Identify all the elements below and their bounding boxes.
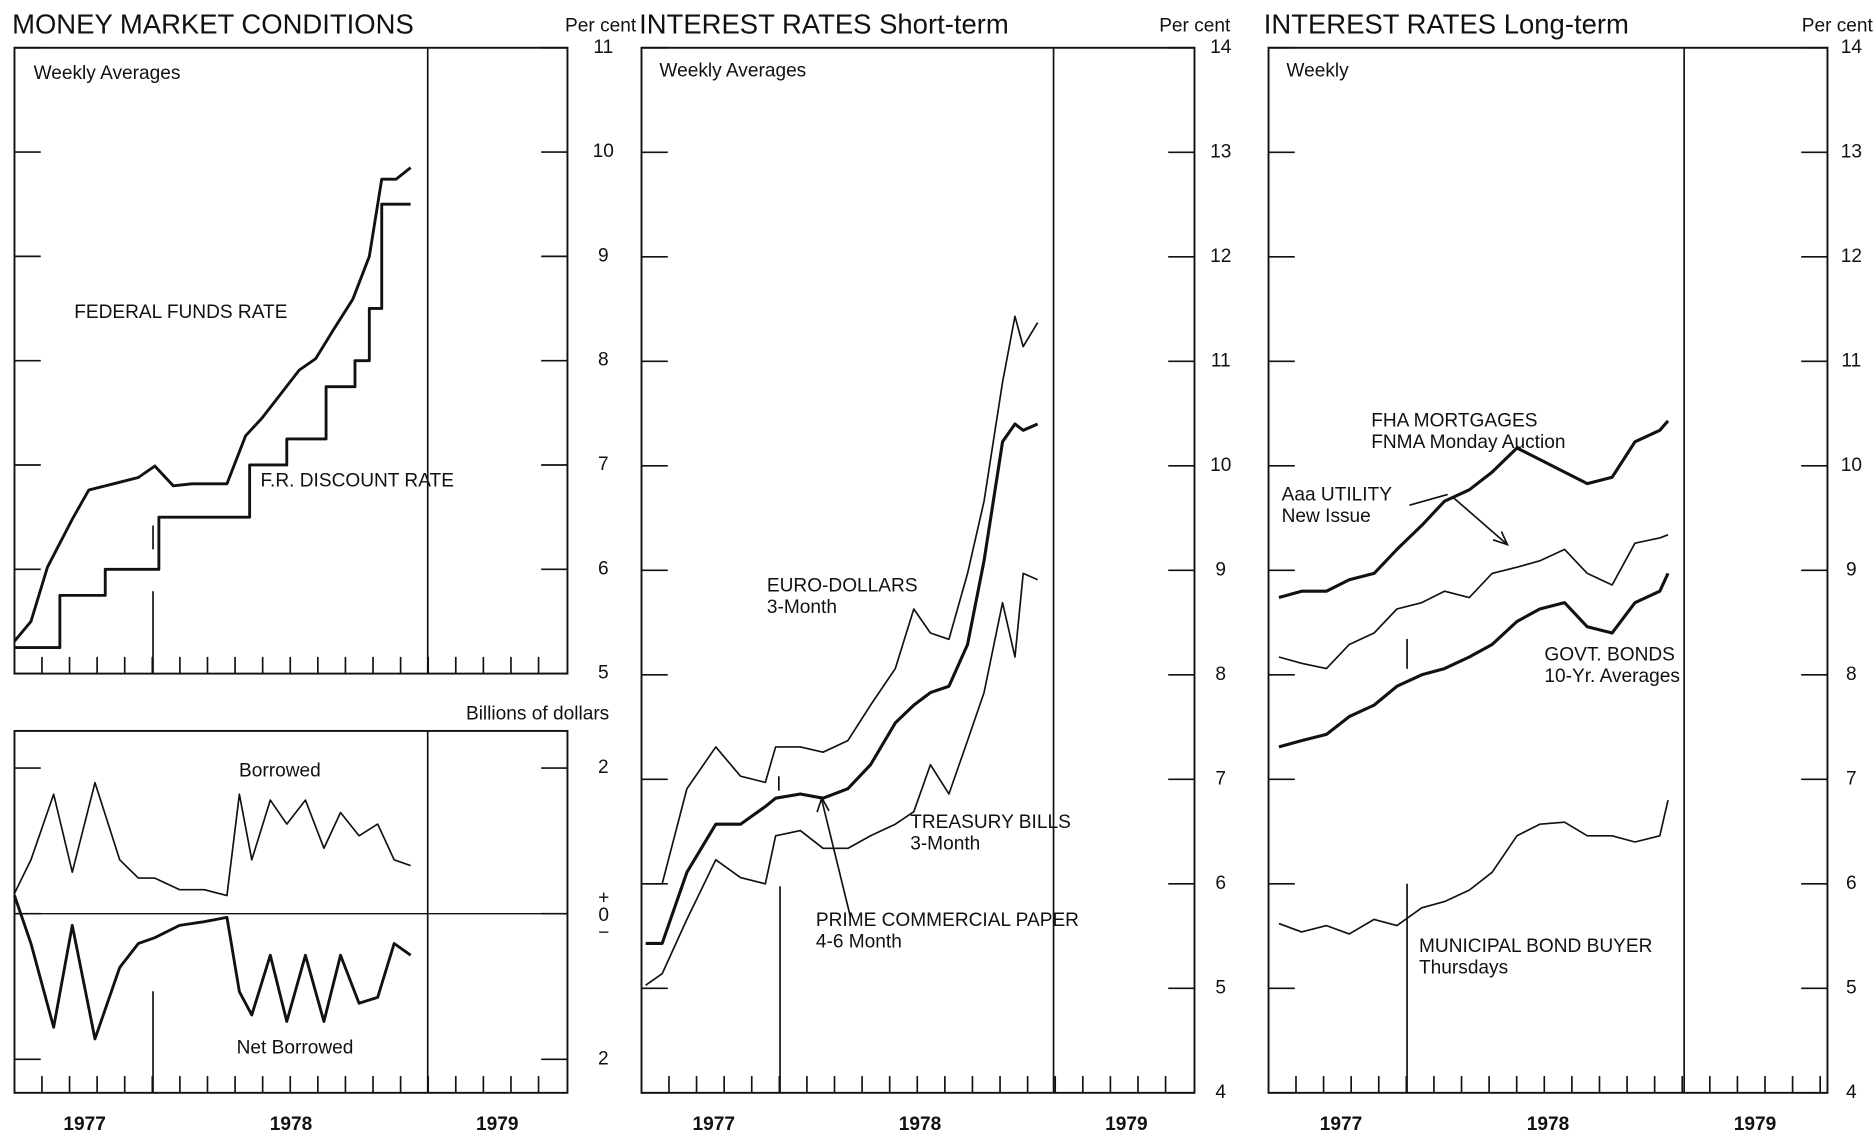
arrow-head [1492, 531, 1509, 547]
series-label: F.R. DISCOUNT RATE [261, 470, 454, 491]
y-tick-label: 7 [598, 454, 609, 475]
y-axis-label: Per cent [565, 15, 637, 36]
dividers [152, 47, 1685, 1093]
series-label: FEDERAL FUNDS RATE [74, 302, 287, 323]
x-tick-label: 1977 [63, 1114, 105, 1135]
y-tick-label: 10 [593, 141, 614, 162]
series-line [13, 895, 412, 1041]
series-sublabel: FNMA Monday Auction [1371, 432, 1565, 453]
series-label: Net Borrowed [237, 1038, 354, 1059]
y-tick-label: 7 [1215, 768, 1226, 789]
y-tick-label: 11 [1841, 350, 1861, 371]
panel-subtitle: Weekly Averages [659, 61, 806, 82]
series-sublabel: 3-Month [767, 597, 837, 618]
y-tick-label: 9 [1215, 559, 1226, 580]
plot-frame [640, 46, 1196, 1094]
y-tick-label: 11 [593, 37, 613, 58]
y-tick-label: 4 [1215, 1082, 1226, 1103]
series-sublabel: Thursdays [1419, 958, 1508, 979]
series-line [1278, 419, 1670, 600]
series-line [1278, 800, 1669, 935]
x-tick-label: 1978 [1527, 1114, 1570, 1135]
y-tick-label: 9 [1846, 559, 1857, 580]
y-tick-label: 5 [598, 663, 609, 684]
y-tick-label: 8 [1846, 664, 1857, 685]
series-label: Aaa UTILITY [1282, 485, 1393, 506]
series-sublabel: 10-Yr. Averages [1544, 666, 1680, 687]
x-tick-label: 1979 [1734, 1114, 1776, 1135]
x-tick-label: 1979 [476, 1114, 518, 1135]
y-tick-label: 10 [1210, 455, 1231, 476]
arrow [1409, 493, 1448, 507]
series-label: PRIME COMMERCIAL PAPER [816, 910, 1079, 931]
series-label: GOVT. BONDS [1544, 645, 1675, 666]
series-sublabel: 4-6 Month [816, 931, 902, 952]
series-label: TREASURY BILLS [910, 812, 1071, 833]
x-tick-label: 1977 [692, 1114, 734, 1135]
y-tick-label: 6 [1846, 873, 1857, 894]
y-tick-label: 4 [1846, 1082, 1857, 1103]
y-tick-label: 13 [1841, 141, 1862, 162]
x-tick-label: 1978 [899, 1114, 942, 1135]
x-tick-label: 1979 [1105, 1114, 1147, 1135]
y-tick-label: 8 [598, 350, 609, 371]
series-label: Borrowed [239, 761, 321, 782]
x-tick-label: 1977 [1320, 1114, 1362, 1135]
series-label: EURO-DOLLARS [767, 575, 918, 596]
series-line [13, 781, 411, 897]
panel-subtitle: Weekly [1286, 61, 1349, 82]
series-line [645, 315, 1039, 885]
y-tick-label: 10 [1841, 455, 1862, 476]
series-line [1278, 572, 1670, 749]
y-tick-label: 8 [1215, 664, 1226, 685]
y-tick-label: +0− [593, 888, 614, 940]
panel-title: MONEY MARKET CONDITIONS [12, 9, 414, 40]
panel-title: INTEREST RATES Long-term [1264, 9, 1629, 40]
series-sublabel: New Issue [1282, 506, 1371, 527]
y-axis-label: Billions of dollars [466, 703, 609, 724]
y-tick-label: 14 [1841, 37, 1863, 58]
panel-subtitle: Weekly Averages [34, 63, 181, 84]
y-tick-label: 2 [598, 1048, 609, 1069]
y-axis-label: Per cent [1802, 15, 1873, 36]
y-tick-label: 5 [1215, 977, 1226, 998]
y-tick-label: 13 [1210, 141, 1231, 162]
y-tick-label: 5 [1846, 977, 1857, 998]
y-tick-label: 11 [1211, 350, 1231, 371]
series-line [13, 166, 412, 643]
series-line [14, 202, 411, 649]
arrow [821, 800, 852, 918]
series-line [645, 422, 1039, 945]
panel-title: INTEREST RATES Short-term [639, 9, 1009, 40]
x-tick-label: 1978 [270, 1114, 313, 1135]
series-label: MUNICIPAL BOND BUYER [1419, 936, 1652, 957]
plot-frame [13, 46, 569, 675]
y-tick-label: 14 [1210, 37, 1232, 58]
y-tick-label: 2 [598, 757, 609, 778]
series-line [645, 572, 1038, 986]
series-sublabel: 3-Month [910, 833, 980, 854]
y-tick-label: 6 [1215, 873, 1226, 894]
series-line [1278, 534, 1669, 670]
y-tick-label: 6 [598, 558, 609, 579]
y-axis-label: Per cent [1159, 15, 1231, 36]
y-tick-label: 7 [1846, 768, 1857, 789]
arrow [1451, 496, 1508, 546]
y-tick-label: 12 [1841, 246, 1862, 267]
series-label: FHA MORTGAGES [1371, 411, 1537, 432]
y-tick-label: 9 [598, 245, 609, 266]
y-tick-label: 12 [1210, 246, 1231, 267]
